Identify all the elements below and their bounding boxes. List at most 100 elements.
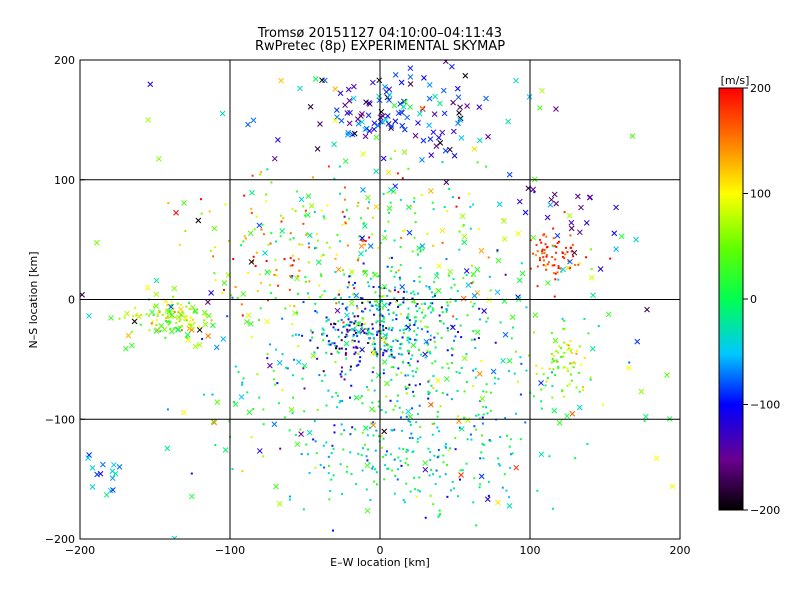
data-point-x xyxy=(158,323,165,329)
data-point xyxy=(333,431,336,434)
data-point xyxy=(279,447,282,450)
data-point xyxy=(372,286,375,289)
data-point xyxy=(371,327,374,330)
data-point xyxy=(309,329,312,332)
data-point xyxy=(152,305,155,308)
data-point xyxy=(438,509,441,512)
data-point-x xyxy=(153,328,160,334)
data-point xyxy=(394,404,397,407)
data-point-x xyxy=(363,99,369,105)
data-point-x xyxy=(359,346,365,353)
data-point-x xyxy=(391,102,398,109)
data-point xyxy=(172,295,175,298)
data-point-x xyxy=(348,300,355,307)
x-axis-label: E–W location [km] xyxy=(330,556,430,569)
data-point-x xyxy=(653,455,660,462)
data-point xyxy=(555,251,558,254)
data-point-x xyxy=(505,118,512,125)
data-point-x xyxy=(85,455,91,461)
data-point xyxy=(340,433,343,436)
data-point xyxy=(341,302,344,305)
data-point xyxy=(307,242,310,245)
data-point-x xyxy=(195,217,202,224)
data-point xyxy=(168,322,171,325)
data-point-x xyxy=(402,99,409,105)
data-point xyxy=(315,452,318,455)
data-point xyxy=(357,315,360,318)
data-point xyxy=(369,499,372,502)
data-point xyxy=(360,217,363,220)
data-point xyxy=(399,303,402,306)
data-point xyxy=(487,494,490,497)
data-point xyxy=(382,368,385,371)
data-point-x xyxy=(301,362,308,369)
data-point xyxy=(519,438,522,441)
data-point xyxy=(347,281,350,284)
data-point xyxy=(389,301,392,304)
data-point xyxy=(564,246,567,249)
data-point xyxy=(291,264,294,267)
data-point xyxy=(411,297,414,300)
data-point xyxy=(353,281,356,284)
data-point xyxy=(147,314,150,317)
data-point xyxy=(409,338,412,341)
data-point xyxy=(504,273,507,276)
data-point xyxy=(325,334,328,337)
data-point xyxy=(456,289,459,292)
data-point xyxy=(416,412,419,415)
data-point xyxy=(372,434,375,437)
data-point xyxy=(465,353,468,356)
data-point xyxy=(556,242,559,245)
data-point xyxy=(296,274,299,277)
data-point xyxy=(379,330,382,333)
data-point-x xyxy=(214,399,221,405)
data-point-x xyxy=(367,101,373,107)
data-point-x xyxy=(613,204,619,211)
data-point xyxy=(628,361,631,364)
data-point xyxy=(340,318,343,321)
data-point-x xyxy=(360,187,366,193)
data-point xyxy=(362,240,365,243)
data-point-x xyxy=(539,87,545,94)
data-point xyxy=(417,489,420,492)
data-point xyxy=(378,285,381,288)
data-point xyxy=(258,273,261,276)
data-point xyxy=(388,289,391,292)
data-point xyxy=(357,201,360,204)
data-point xyxy=(341,269,344,272)
data-point xyxy=(407,313,410,316)
data-point xyxy=(408,319,411,322)
data-point xyxy=(373,346,376,349)
data-point-x xyxy=(136,313,142,320)
data-point-x xyxy=(407,74,414,80)
data-point xyxy=(481,434,484,437)
data-point xyxy=(551,264,554,267)
data-point-x xyxy=(333,107,340,114)
data-point-x xyxy=(664,372,670,378)
data-point-x xyxy=(669,483,676,490)
data-point xyxy=(373,348,376,351)
y-tick-label: −200 xyxy=(45,533,75,546)
data-point xyxy=(428,288,431,291)
data-point xyxy=(429,352,432,355)
data-point-x xyxy=(222,447,229,453)
data-point xyxy=(450,286,453,289)
data-point-x xyxy=(463,268,470,274)
data-point-x xyxy=(450,324,456,331)
data-point xyxy=(275,268,278,271)
data-point xyxy=(524,421,527,424)
data-point xyxy=(570,246,573,249)
data-point xyxy=(346,328,349,331)
data-point xyxy=(404,374,407,377)
data-point xyxy=(449,300,452,303)
data-point xyxy=(532,395,535,398)
data-point xyxy=(446,304,449,307)
data-point xyxy=(433,294,436,297)
data-point-x xyxy=(267,362,273,369)
data-point-x xyxy=(276,359,283,366)
data-point-x xyxy=(442,147,449,154)
data-point xyxy=(329,490,332,493)
data-point xyxy=(455,370,458,373)
data-point xyxy=(453,283,456,286)
